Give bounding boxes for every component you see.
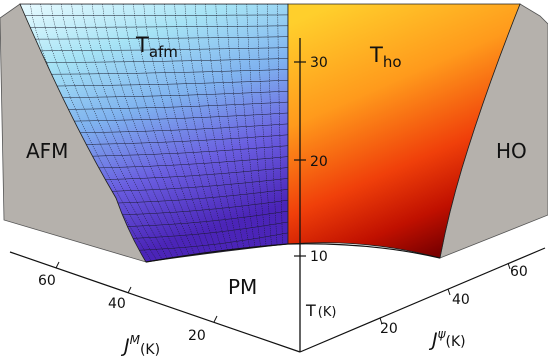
t-afm-main: T: [135, 33, 149, 57]
afm-mesh-line-vertical: [246, 4, 267, 247]
jpsi-tick-label-40: 40: [452, 292, 470, 308]
afm-mesh-line-horizontal: [116, 199, 288, 216]
afm-mesh-line-vertical: [40, 4, 158, 261]
jm-axis-title-main: J: [120, 335, 130, 356]
afm-mesh-line-vertical: [256, 4, 272, 246]
jm-tick-20: [213, 315, 218, 323]
afm-mesh-line-vertical: [174, 4, 229, 252]
afm-mesh-line-horizontal: [36, 58, 288, 63]
jm-axis-title: JM(K): [120, 333, 160, 356]
t-axis-title: T (K): [305, 301, 336, 320]
ho-surface: [287, 3, 521, 259]
afm-mesh-line-vertical: [225, 4, 256, 249]
t-ho-label: Tho: [369, 43, 402, 71]
afm-mesh-line-vertical: [133, 4, 207, 255]
jm-tick-label-60: 60: [38, 273, 56, 289]
jm-axis-title-unit: (K): [140, 342, 160, 356]
afm-mesh-line-horizontal: [46, 80, 288, 87]
afm-mesh-line-vertical: [30, 4, 152, 262]
jm-tick-label-20: 20: [188, 328, 206, 344]
afm-mesh-line-vertical: [164, 4, 223, 253]
jpsi-axis-title: Jψ(K): [428, 327, 466, 351]
afm-mesh-line-horizontal: [108, 189, 288, 204]
t-tick-label-20: 20: [310, 154, 328, 170]
afm-mesh-line-vertical: [71, 4, 174, 259]
afm-mesh-line-horizontal: [81, 145, 288, 157]
jm-tick-40: [127, 286, 132, 294]
t-tick-label-10: 10: [310, 249, 328, 265]
jm-axis-line: [9, 251, 301, 353]
afm-mesh-line-vertical: [112, 4, 196, 256]
t-axis-title-unit: (K): [318, 305, 337, 320]
afm-surface-mesh: [20, 4, 288, 262]
afm-mesh-line-horizontal: [57, 101, 288, 110]
afm-surface: [19, 3, 289, 263]
afm-mesh-line-vertical: [205, 4, 245, 250]
jm-tick-60: [55, 261, 60, 269]
afm-mesh-line-vertical: [143, 4, 212, 254]
jm-axis-title-sup: M: [130, 333, 141, 347]
jpsi-axis-line: [299, 247, 546, 353]
afm-mesh-line-vertical: [60, 4, 169, 260]
afm-mesh-line-horizontal: [21, 14, 288, 16]
t-ho-subscript: ho: [383, 53, 402, 71]
afm-mesh-line-horizontal: [41, 69, 288, 75]
jpsi-tick-label-60: 60: [510, 264, 528, 280]
afm-region-label: AFM: [26, 139, 68, 163]
afm-mesh-line-horizontal: [32, 47, 288, 52]
afm-mesh-line-vertical: [81, 4, 180, 258]
afm-mesh-line-horizontal: [28, 36, 288, 40]
afm-mesh-line-horizontal: [95, 167, 288, 181]
afm-mesh-line-vertical: [122, 4, 201, 256]
afm-mesh-line-horizontal: [69, 123, 288, 134]
afm-mesh-line-vertical: [267, 4, 278, 246]
afm-mesh-line-horizontal: [24, 25, 288, 28]
pm-region-label: PM: [228, 275, 257, 299]
afm-mesh-line-horizontal: [75, 134, 288, 145]
t-afm-subscript: afm: [149, 43, 178, 61]
t-ho-main: T: [369, 43, 383, 67]
jpsi-tick-20: [379, 317, 383, 325]
jpsi-axis-title-sup: ψ: [438, 327, 447, 341]
jpsi-tick-label-20: 20: [380, 321, 398, 337]
afm-mesh-line-vertical: [153, 4, 218, 253]
afm-mesh-line-horizontal: [130, 221, 288, 239]
afm-mesh-line-vertical: [194, 4, 240, 251]
jpsi-axis-title-main: J: [428, 329, 438, 351]
afm-mesh-line-vertical: [184, 4, 234, 251]
afm-mesh-line-horizontal: [123, 210, 288, 228]
t-afm-label: Tafm: [135, 33, 178, 61]
ho-region-label: HO: [496, 139, 527, 163]
t-tick-label-30: 30: [310, 55, 328, 71]
afm-mesh-line-vertical: [215, 4, 251, 249]
jpsi-tick-40: [447, 288, 451, 296]
afm-mesh-line-horizontal: [101, 178, 288, 192]
afm-mesh-line-vertical: [102, 4, 190, 257]
t-axis-title-main: T: [305, 301, 316, 320]
jpsi-tick-60: [507, 262, 511, 270]
afm-mesh-line-horizontal: [138, 232, 288, 251]
afm-mesh-line-vertical: [50, 4, 163, 261]
jpsi-axis-title-unit: (K): [446, 334, 466, 350]
jm-tick-label-40: 40: [108, 296, 126, 312]
base-curve: [145, 243, 441, 263]
afm-mesh-line-vertical: [236, 4, 261, 248]
afm-mesh-line-horizontal: [63, 112, 288, 122]
afm-mesh-line-horizontal: [52, 90, 288, 99]
afm-mesh-line-vertical: [277, 4, 283, 245]
afm-mesh-line-horizontal: [88, 156, 288, 169]
